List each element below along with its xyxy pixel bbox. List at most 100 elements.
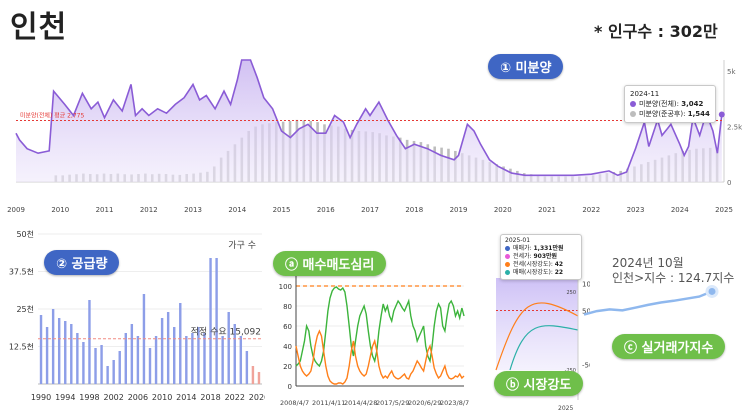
- supply-bar: [203, 333, 206, 384]
- market-area: [496, 278, 578, 370]
- market-badge[interactable]: ⓑ 시장강도: [494, 371, 584, 396]
- population-note: * 인구수 : 302만: [594, 22, 718, 41]
- supply-bar: [245, 351, 249, 384]
- unsold-x-tick: 2014: [228, 206, 246, 214]
- supply-bar: [88, 300, 91, 384]
- supply-x-tick: 1994: [55, 393, 75, 402]
- market-tooltip: 2025-01 매매가: 1,331만원 전세가: 903만원 전세(시장강도)…: [500, 234, 582, 280]
- unsold-tooltip-row-completed: 미분양(준공후): 1,544: [630, 109, 710, 119]
- sentiment-y-tick: 20: [283, 363, 292, 371]
- supply-bar: [166, 312, 170, 384]
- supply-bar: [100, 345, 103, 384]
- unsold-x-tick: 2023: [627, 206, 645, 214]
- legend-dot-icon: [505, 270, 510, 275]
- sentiment-buy-line: [295, 286, 465, 368]
- unsold-x-tick: 2022: [582, 206, 600, 214]
- market-y-tick: 50: [582, 307, 590, 315]
- unsold-badge[interactable]: ① 미분양: [488, 54, 564, 79]
- supply-bar: [45, 327, 49, 384]
- unsold-tooltip-row-total: 미분양(전체): 3,042: [630, 99, 710, 109]
- supply-x-tick: 2006: [128, 393, 148, 402]
- supply-y-title: 가구 수: [228, 240, 256, 251]
- tooltip-label: 매매(시장강도): [513, 269, 551, 276]
- real-index-tooltip-date: 2024년 10월: [612, 256, 684, 270]
- tooltip-value: 903만원: [533, 253, 558, 260]
- sentiment-badge[interactable]: ⓐ 매수매도심리: [273, 251, 387, 276]
- supply-bar: [215, 258, 218, 384]
- sentiment-x-tick: 2017/5/29: [376, 399, 409, 407]
- unsold-x-tick: 2021: [538, 206, 556, 214]
- legend-dot-icon: [505, 262, 510, 267]
- sentiment-x-tick: 2014/4/28: [344, 399, 377, 407]
- supply-x-tick: 1990: [31, 393, 51, 402]
- real-index-badge[interactable]: ⓒ 실거래가지수: [612, 334, 726, 359]
- market-jeonse-line: [495, 302, 579, 371]
- legend-dot-icon: [630, 101, 636, 107]
- supply-bar: [185, 336, 188, 384]
- legend-dot-icon: [505, 254, 510, 259]
- supply-x-tick: 2010: [152, 393, 172, 402]
- real-index-chart: [583, 284, 719, 316]
- supply-x-tick: 2018: [200, 393, 220, 402]
- sentiment-x-tick: 2011/4/11: [312, 399, 345, 407]
- sentiment-x-tick: 2020/6/29: [408, 399, 441, 407]
- supply-y-tick: 12.5천: [9, 342, 34, 352]
- legend-dot-icon: [630, 111, 636, 117]
- tooltip-label: 미분양(준공후): [639, 110, 684, 118]
- tooltip-value: 1,331만원: [533, 245, 564, 252]
- real-index-line: [583, 290, 713, 316]
- unsold-x-tick: 2009: [7, 206, 25, 214]
- sentiment-y-tick: 40: [283, 343, 292, 351]
- supply-bar: [239, 336, 243, 384]
- market-right-tick: 250: [566, 290, 576, 296]
- market-tooltip-row: 전세가: 903만원: [505, 253, 577, 261]
- supply-bar: [257, 372, 261, 384]
- unsold-tooltip: 2024-11 미분양(전체): 3,042 미분양(준공후): 1,544: [624, 85, 716, 123]
- supply-bar: [154, 336, 158, 384]
- supply-bar: [209, 258, 212, 384]
- unsold-line: [15, 59, 723, 177]
- supply-badge[interactable]: ② 공급량: [44, 250, 120, 275]
- tooltip-value: 3,042: [681, 100, 704, 108]
- market-sale-line: [509, 325, 579, 371]
- unsold-x-tick: 2012: [140, 206, 158, 214]
- sentiment-x-tick: 2008/4/7: [280, 399, 309, 407]
- supply-x-tick: 1998: [79, 393, 99, 402]
- unsold-x-tick: 2018: [405, 206, 423, 214]
- real-index-tooltip-value: 인천>지수 : 124.7지수: [612, 271, 735, 285]
- sentiment-sell-line: [295, 329, 465, 385]
- sentiment-y-tick: 80: [283, 303, 292, 311]
- supply-bar: [221, 336, 224, 384]
- supply-bar: [106, 366, 109, 384]
- supply-bar: [148, 348, 152, 384]
- sentiment-y-tick: 100: [279, 283, 292, 291]
- unsold-avg-label: 미분양(전체) 평균 2,775: [20, 111, 84, 119]
- supply-bar: [51, 309, 55, 384]
- sentiment-y-tick: 0: [288, 383, 292, 391]
- unsold-tooltip-date: 2024-11: [630, 90, 660, 98]
- market-tooltip-date: 2025-01: [505, 237, 531, 244]
- market-tooltip-row: 전세(시장강도): 42: [505, 261, 577, 269]
- supply-bar: [118, 351, 121, 384]
- unsold-chart: 미분양(전체) 평균 2,775 5k 2.5k 0 2009 2010 2011 2012 2…: [7, 59, 743, 214]
- supply-x-tick: 2022: [225, 393, 245, 402]
- supply-bar: [94, 348, 97, 384]
- market-x-tick: 2025: [558, 405, 573, 412]
- tooltip-label: 전세가: [513, 253, 530, 260]
- city-title: 인천: [10, 10, 68, 45]
- supply-bar: [112, 360, 115, 384]
- unsold-y-tick: 2.5k: [727, 124, 743, 132]
- supply-y-tick: 25천: [16, 304, 34, 314]
- market-tooltip-row: 매매가: 1,331만원: [505, 245, 577, 253]
- unsold-x-tick: 2015: [273, 206, 291, 214]
- unsold-y-tick: 5k: [727, 68, 736, 76]
- supply-bar: [82, 342, 85, 384]
- tooltip-label: 전세(시장강도): [513, 261, 551, 268]
- unsold-x-tick: 2025: [715, 206, 733, 214]
- unsold-x-tick: 2010: [51, 206, 69, 214]
- tooltip-value: 22: [554, 269, 564, 276]
- supply-bar: [233, 324, 236, 384]
- sentiment-x-tick: 2023/8/7: [440, 399, 469, 407]
- unsold-x-tick: 2016: [317, 206, 335, 214]
